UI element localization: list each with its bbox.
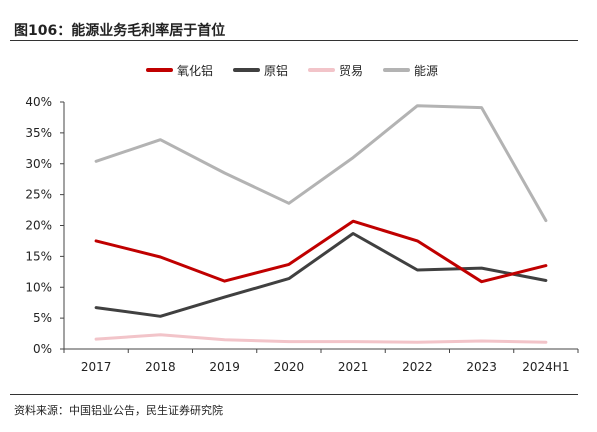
legend-item-alumina: 氧化铝 bbox=[146, 59, 213, 81]
y-tick-label: 10% bbox=[25, 280, 52, 294]
legend-item-energy: 能源 bbox=[383, 59, 438, 81]
y-tick-label: 15% bbox=[25, 249, 52, 263]
legend-swatch-trade bbox=[308, 68, 335, 72]
y-tick-label: 25% bbox=[25, 188, 52, 202]
source-note: 资料来源：中国铝业公告，民生证券研究院 bbox=[14, 404, 223, 417]
figure-title: 图106：能源业务毛利率居于首位 bbox=[14, 23, 226, 39]
y-tick-label: 5% bbox=[33, 311, 52, 325]
legend-item-primary-aluminum: 原铝 bbox=[233, 59, 288, 81]
legend-swatch-alumina bbox=[146, 68, 173, 72]
y-tick-label: 35% bbox=[25, 126, 52, 140]
x-tick-label: 2022 bbox=[402, 360, 433, 374]
x-tick-label: 2023 bbox=[466, 360, 497, 374]
x-tick-label: 2020 bbox=[274, 360, 305, 374]
legend-label-trade: 贸易 bbox=[339, 63, 364, 78]
source-divider bbox=[10, 394, 578, 395]
title-divider bbox=[10, 40, 578, 41]
series-line-alumina bbox=[94, 219, 548, 284]
x-tick-label: 2018 bbox=[145, 360, 176, 374]
legend-item-trade: 贸易 bbox=[308, 59, 363, 81]
series-line-primary-aluminum bbox=[94, 232, 548, 318]
x-tick-label: 2019 bbox=[209, 360, 240, 374]
y-tick-label: 40% bbox=[25, 95, 52, 109]
series-line-energy bbox=[94, 104, 548, 223]
y-tick-label: 30% bbox=[25, 157, 52, 171]
x-tick-label: 2021 bbox=[338, 360, 369, 374]
legend-swatch-primary-aluminum bbox=[233, 68, 260, 72]
y-tick-label: 0% bbox=[33, 342, 52, 356]
legend-label-alumina: 氧化铝 bbox=[177, 63, 214, 78]
series-line-trade bbox=[94, 333, 548, 344]
x-tick-label: 2017 bbox=[81, 360, 112, 374]
legend-label-primary-aluminum: 原铝 bbox=[264, 63, 289, 78]
y-tick-label: 20% bbox=[25, 219, 52, 233]
legend-label-energy: 能源 bbox=[414, 63, 439, 78]
chart-legend: 氧化铝 原铝 贸易 能源 bbox=[0, 59, 597, 81]
x-tick-label: 2024H1 bbox=[522, 360, 569, 374]
legend-swatch-energy bbox=[383, 68, 410, 72]
